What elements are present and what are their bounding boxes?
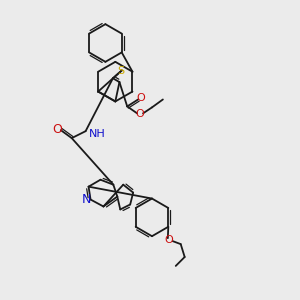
Text: S: S (117, 66, 124, 76)
Text: O: O (137, 94, 146, 103)
Text: O: O (52, 123, 62, 136)
Text: NH: NH (88, 129, 105, 139)
Text: O: O (136, 109, 145, 119)
Text: O: O (164, 235, 173, 245)
Text: N: N (82, 193, 91, 206)
